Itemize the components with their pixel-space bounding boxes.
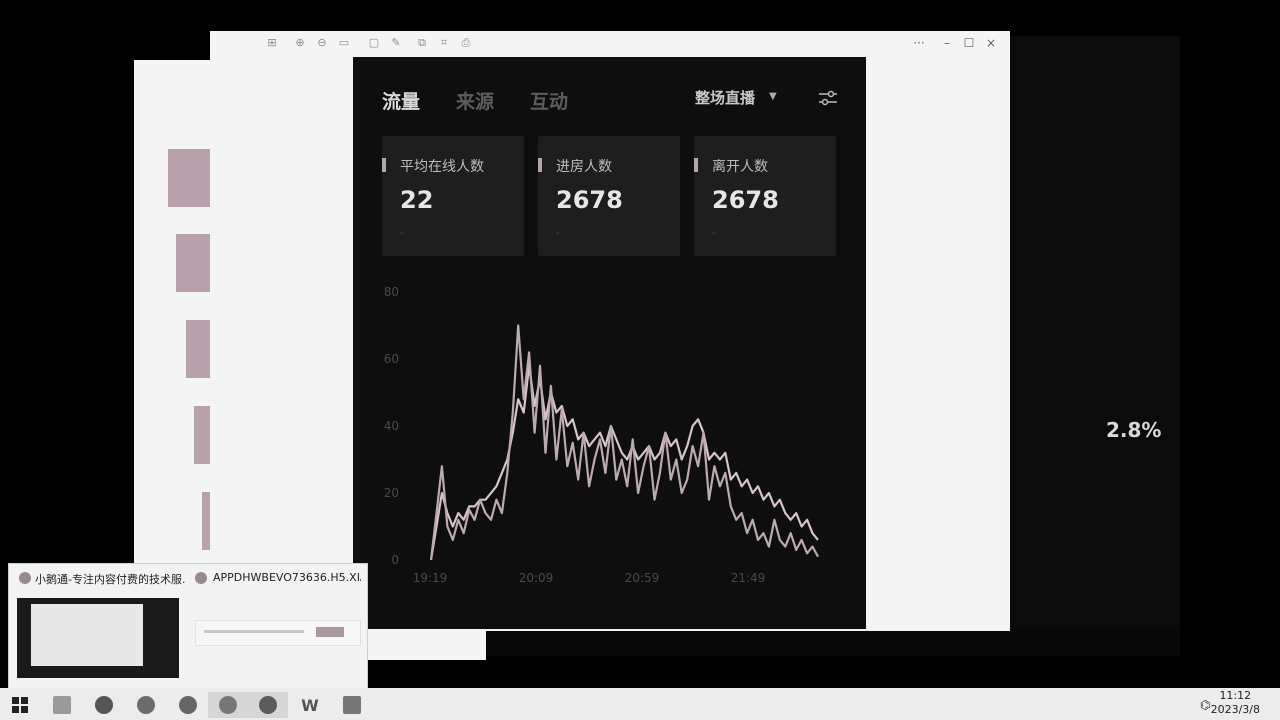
taskbar-preview: 小鹅通-专注内容付费的技术服... APPDHWBEVO73636.H5.XIA… (8, 563, 368, 690)
tab-source[interactable]: 来源 (456, 91, 495, 113)
tab-traffic[interactable]: 流量 (382, 91, 421, 113)
edge-icon[interactable] (84, 692, 124, 718)
preview-thumbnail[interactable] (195, 620, 361, 646)
y-tick-label: 20 (384, 486, 399, 500)
y-tick-label: 80 (384, 285, 399, 299)
percent-label: 2.8% (1106, 418, 1162, 442)
scope-dropdown[interactable]: 整场直播 (695, 89, 756, 107)
chrome-icon[interactable] (168, 692, 208, 718)
card-sub: - (556, 228, 560, 239)
zoom-out-icon[interactable]: ⊖ (317, 36, 327, 49)
x-tick-label: 19:19 (413, 571, 448, 585)
browser-logo-icon (259, 696, 277, 714)
card-accent (382, 158, 386, 172)
grid-icon[interactable]: ⊞ (267, 36, 277, 49)
tab-interaction[interactable]: 互动 (530, 91, 569, 113)
copy-icon[interactable]: ⧉ (418, 36, 426, 49)
media-player-icon (343, 696, 361, 714)
fit-icon[interactable]: ▭ (338, 36, 350, 49)
y-tick-label: 60 (384, 352, 399, 366)
preview-title[interactable]: 小鹅通-专注内容付费的技术服... (35, 573, 185, 586)
wps-icon[interactable]: W (290, 692, 330, 718)
series-line (429, 364, 819, 561)
browser-icon[interactable] (248, 692, 288, 718)
maximize-button[interactable]: ☐ (963, 36, 975, 50)
background-window: 2.8% (1010, 36, 1180, 656)
preview-title[interactable]: APPDHWBEVO73636.H5.XIAOE... (213, 571, 361, 584)
crop-icon[interactable]: ⌗ (440, 36, 448, 49)
stat-card-entered: 进房人数 2678 - (538, 136, 680, 256)
taskbar: W ⌬ 11:12 2023/3/8 (0, 688, 1280, 720)
chrome-logo-icon (179, 696, 197, 714)
chevron-down-icon: ▼ (769, 91, 777, 102)
thumbnail-button (316, 627, 344, 637)
clock-time: 11:12 (1219, 689, 1252, 702)
viewer-toolbar: ⊞ ⊕ ⊖ ▭ ▢ ✎ ⧉ ⌗ ⎙ ··· – ☐ × (210, 31, 1010, 57)
stat-card-avg-online: 平均在线人数 22 - (382, 136, 524, 256)
camera-icon (219, 696, 237, 714)
pink-block (168, 149, 210, 207)
app-logo-icon (137, 696, 155, 714)
save-icon[interactable]: ⎙ (461, 36, 471, 49)
clock[interactable]: 11:12 2023/3/8 (1211, 689, 1260, 717)
analytics-screenshot: 流量 来源 互动 整场直播 ▼ 平均在线人数 22 - 进房人数 2678 - … (353, 57, 866, 629)
minimize-button[interactable]: – (944, 36, 950, 50)
pink-block (202, 492, 210, 550)
preview-thumbnail[interactable] (17, 598, 179, 678)
folder-icon[interactable]: ▢ (368, 36, 380, 49)
stat-card-left: 离开人数 2678 - (694, 136, 836, 256)
clock-date: 2023/3/8 (1210, 703, 1260, 716)
card-accent (694, 158, 698, 172)
more-button[interactable]: ··· (913, 36, 925, 50)
file-explorer-icon[interactable] (42, 692, 82, 718)
background-panel (486, 630, 1180, 656)
card-sub: - (400, 228, 404, 239)
wps-logo-icon: W (301, 695, 319, 715)
x-tick-label: 20:09 (519, 571, 554, 585)
card-label: 离开人数 (712, 159, 768, 175)
media-icon[interactable] (332, 692, 372, 718)
thumbnail-text (204, 630, 304, 633)
app-icon (195, 572, 207, 584)
x-tick-label: 20:59 (625, 571, 660, 585)
capture-icon[interactable] (208, 692, 248, 718)
y-tick-label: 0 (391, 553, 399, 567)
close-button[interactable]: × (985, 36, 997, 50)
app-icon (19, 572, 31, 584)
card-value: 2678 (712, 186, 779, 214)
folder-icon (53, 696, 71, 714)
zoom-in-icon[interactable]: ⊕ (295, 36, 305, 49)
thumbnail-content (31, 604, 143, 666)
card-value: 22 (400, 186, 434, 214)
network-icon[interactable]: ⌬ (1200, 698, 1211, 712)
card-sub: - (712, 228, 716, 239)
x-tick-label: 21:49 (731, 571, 766, 585)
card-accent (538, 158, 542, 172)
card-label: 平均在线人数 (400, 159, 484, 175)
card-label: 进房人数 (556, 159, 612, 175)
y-tick-label: 40 (384, 419, 399, 433)
traffic-line-chart: 0 20 40 60 80 19:19 20:09 20:59 21:49 (384, 285, 819, 585)
edge-browser-icon (95, 696, 113, 714)
edit-icon[interactable]: ✎ (391, 36, 401, 49)
pink-block (186, 320, 210, 378)
card-value: 2678 (556, 186, 623, 214)
pink-block (194, 406, 210, 464)
filter-settings-icon[interactable] (818, 89, 838, 107)
series-line (429, 324, 819, 561)
pink-block (176, 234, 210, 292)
app-icon[interactable] (126, 692, 166, 718)
windows-logo-icon (12, 697, 28, 713)
windows-start-icon[interactable] (0, 692, 40, 718)
